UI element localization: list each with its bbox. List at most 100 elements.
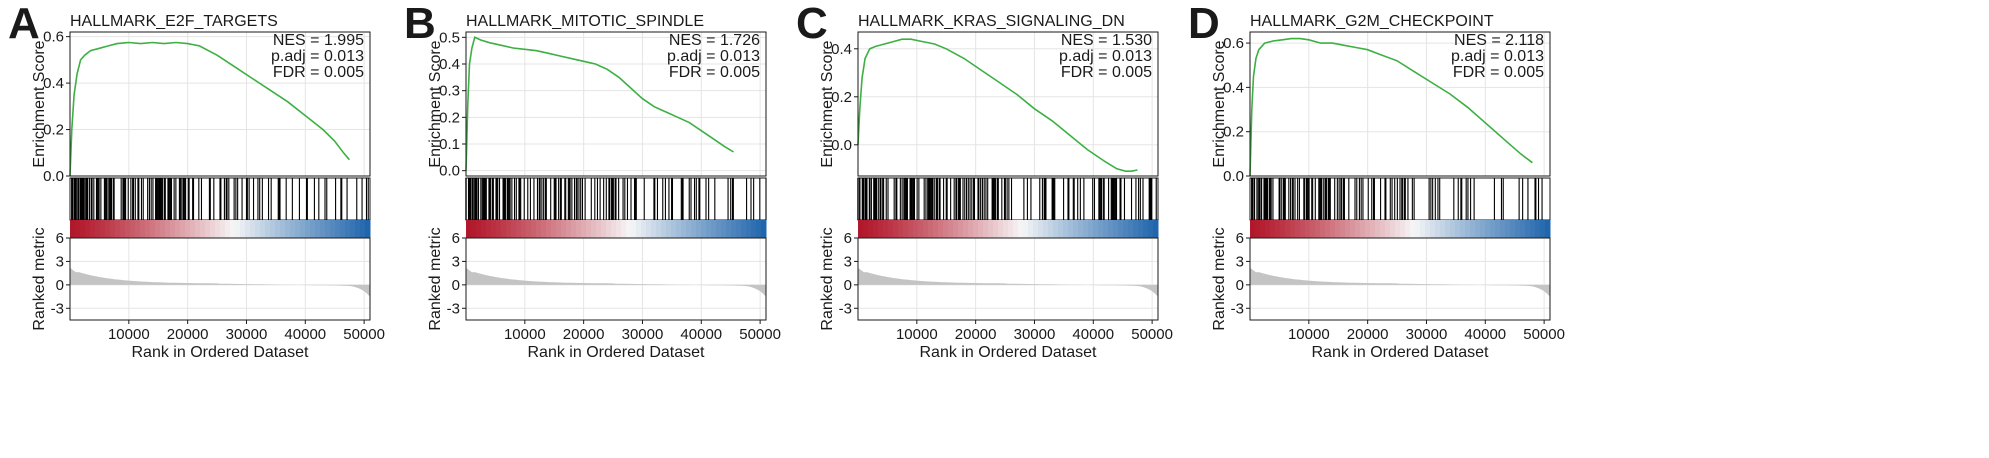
rank-heat-cell — [466, 220, 472, 238]
rank-heat-cell — [1540, 220, 1546, 238]
rank-heat-cell — [1475, 220, 1481, 238]
rank-heat-cell — [1033, 220, 1039, 238]
rank-heat-cell — [205, 220, 211, 238]
rank-heat-cell — [110, 220, 116, 238]
rank-heat-cell — [200, 220, 206, 238]
es-ylabel: Enrichment Score — [1211, 40, 1228, 167]
rank-heat-cell — [1138, 220, 1144, 238]
rank-heat-cell — [225, 220, 231, 238]
rank-heat-cell — [310, 220, 316, 238]
enrichment-score-curve — [1249, 37, 1533, 177]
rank-heat-cell — [873, 220, 879, 238]
rank-heat-cell — [1485, 220, 1491, 238]
rank-heat-cell — [260, 220, 266, 238]
ranked-metric-area — [858, 267, 1158, 297]
rank-heat-cell — [1103, 220, 1109, 238]
ranked-metric-area — [1250, 267, 1550, 297]
rank-heat-cell — [300, 220, 306, 238]
rank-heat-cell — [601, 220, 607, 238]
rank-heat-cell — [180, 220, 186, 238]
rank-heat-cell — [1345, 220, 1351, 238]
rank-heat-cell — [1108, 220, 1114, 238]
rank-heat-cell — [1355, 220, 1361, 238]
rank-heat-cell — [1445, 220, 1451, 238]
metric-ylabel: Ranked metric — [31, 227, 48, 330]
rank-heat-cell — [1330, 220, 1336, 238]
rank-heat-cell — [908, 220, 914, 238]
rank-heat-cell — [1465, 220, 1471, 238]
rank-heat-cell — [1305, 220, 1311, 238]
metric-ylabel: Ranked metric — [427, 227, 444, 330]
rank-heat-cell — [365, 220, 371, 238]
rank-heat-cell — [1048, 220, 1054, 238]
es-plot-area — [1250, 32, 1550, 176]
rank-heat-cell — [566, 220, 572, 238]
rank-heat-cell — [701, 220, 707, 238]
metric-ytick-label: 6 — [1236, 230, 1244, 247]
rank-heat-cell — [978, 220, 984, 238]
ranked-metric-area — [466, 267, 766, 297]
xlabel: Rank in Ordered Dataset — [1312, 344, 1490, 361]
rank-heat-cell — [756, 220, 762, 238]
rank-heat-cell — [1430, 220, 1436, 238]
rank-heat-cell — [130, 220, 136, 238]
rank-heat-cell — [903, 220, 909, 238]
rank-heat-cell — [295, 220, 301, 238]
rank-heat-cell — [1315, 220, 1321, 238]
rank-heat-cell — [721, 220, 727, 238]
rank-heat-cell — [561, 220, 567, 238]
metric-ytick-label: 3 — [56, 253, 64, 270]
padj-label: p.adj = 0.013 — [1059, 48, 1152, 65]
panel-title: HALLMARK_MITOTIC_SPINDLE — [466, 13, 704, 30]
xtick-label: 30000 — [1406, 326, 1448, 343]
es-ytick-label: 0.4 — [43, 75, 64, 92]
metric-plot-frame — [69, 237, 371, 321]
fdr-label: FDR = 0.005 — [1453, 64, 1544, 81]
rank-heat-cell — [215, 220, 221, 238]
rank-heat-cell — [576, 220, 582, 238]
metric-ytick-label: 3 — [1236, 253, 1244, 270]
rank-heat-cell — [661, 220, 667, 238]
rank-heat-cell — [360, 220, 366, 238]
rank-heat-cell — [1250, 220, 1256, 238]
enrichment-score-curve — [857, 38, 1138, 172]
rank-heat-cell — [1460, 220, 1466, 238]
rank-heat-cell — [1425, 220, 1431, 238]
es-plot-frame — [1249, 31, 1551, 177]
rank-heat-cell — [511, 220, 517, 238]
rank-heat-cell — [1545, 220, 1551, 238]
es-ytick-label: 0.2 — [43, 122, 64, 139]
rank-heat-cell — [1058, 220, 1064, 238]
rank-heat-cell — [736, 220, 742, 238]
panel-letter: A — [8, 0, 40, 48]
xtick-label: 40000 — [284, 326, 326, 343]
rank-heat-cell — [923, 220, 929, 238]
rank-heat-cell — [1415, 220, 1421, 238]
rank-heat-cell — [641, 220, 647, 238]
rank-heat-cell — [100, 220, 106, 238]
rank-heat-cell — [671, 220, 677, 238]
es-ytick-label: 0.3 — [439, 83, 460, 100]
rank-heat-cell — [1043, 220, 1049, 238]
rank-heat-cell — [1470, 220, 1476, 238]
rank-heat-cell — [1153, 220, 1159, 238]
rank-heat-cell — [1073, 220, 1079, 238]
rank-heat-cell — [1360, 220, 1366, 238]
rank-heat-cell — [686, 220, 692, 238]
rank-heat-cell — [536, 220, 542, 238]
rank-heat-cell — [918, 220, 924, 238]
rank-heat-cell — [115, 220, 121, 238]
es-plot-frame — [465, 31, 767, 177]
rank-heat-cell — [1133, 220, 1139, 238]
panel-d: D HALLMARK_G2M_CHECKPOINT NES = 2.118p.adj… — [1188, 0, 1565, 361]
rank-heat-cell — [270, 220, 276, 238]
es-ytick-label: 0.2 — [439, 109, 460, 126]
rank-heat-cell — [883, 220, 889, 238]
rank-heat-cell — [501, 220, 507, 238]
rank-heat-cell — [636, 220, 642, 238]
rank-heat-cell — [1038, 220, 1044, 238]
rank-heat-cell — [606, 220, 612, 238]
metric-ytick-label: 3 — [452, 253, 460, 270]
rank-heat-cell — [340, 220, 346, 238]
